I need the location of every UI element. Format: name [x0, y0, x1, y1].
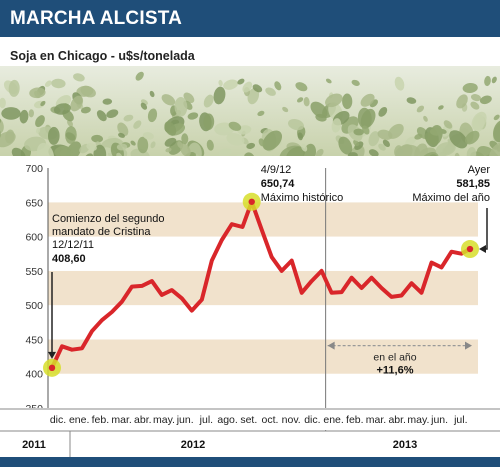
grid-band — [48, 305, 478, 340]
grid-band — [48, 270, 478, 306]
month-label: may. — [153, 414, 175, 426]
month-label: dic. — [50, 414, 66, 426]
annotation-text: mandato de Cristina — [52, 226, 151, 238]
annotation-arrow-line — [482, 208, 488, 250]
grid-band — [48, 236, 478, 271]
month-label: oct. — [262, 414, 279, 426]
annotation-text: Comienzo del segundo — [52, 213, 165, 225]
range-note-label: en el año — [373, 352, 416, 364]
annotation-note: Máximo histórico — [261, 192, 344, 204]
y-tick-label: 550 — [25, 266, 43, 278]
month-label: jul. — [199, 414, 213, 426]
year-label: 2011 — [22, 439, 46, 451]
annotation-value: 581,85 — [456, 178, 490, 190]
annotation-date: Ayer — [468, 164, 491, 176]
y-tick-label: 400 — [25, 369, 43, 381]
month-label: mar. — [111, 414, 131, 426]
month-label: set. — [240, 414, 257, 426]
annotation-date: 4/9/12 — [261, 164, 292, 176]
y-tick-label: 650 — [25, 197, 43, 209]
data-point — [248, 198, 255, 205]
month-label: may. — [407, 414, 429, 426]
data-point — [466, 245, 474, 253]
range-note-value: +11,6% — [376, 365, 413, 377]
annotation-arrowhead — [48, 351, 56, 359]
month-label: abr. — [388, 414, 406, 426]
month-label: ene. — [69, 414, 89, 426]
y-tick-label: 500 — [25, 300, 43, 312]
y-tick-label: 450 — [25, 334, 43, 346]
month-label: feb. — [346, 414, 364, 426]
month-label: abr. — [134, 414, 152, 426]
annotation-date: 12/12/11 — [52, 239, 94, 251]
soybean-field-photo — [0, 66, 500, 162]
month-label: ene. — [323, 414, 343, 426]
month-label: jun. — [430, 414, 448, 426]
grid-band — [48, 339, 478, 374]
month-label: nov. — [282, 414, 301, 426]
chart-title: MARCHA ALCISTA — [10, 8, 183, 29]
year-label: 2013 — [393, 439, 417, 451]
y-tick-label: 600 — [25, 232, 43, 244]
annotation-value: 650,74 — [261, 178, 296, 190]
annotation-arrowhead — [479, 245, 486, 254]
grid-band — [48, 373, 478, 408]
month-label: dic. — [304, 414, 320, 426]
year-strip — [0, 431, 500, 457]
month-label: jul. — [453, 414, 467, 426]
price-chart: 350400450500550600650700dic.ene.feb.mar.… — [0, 156, 500, 457]
annotation-note: Máximo del año — [412, 192, 490, 204]
header-bar: MARCHA ALCISTA — [0, 0, 500, 37]
month-label: mar. — [366, 414, 386, 426]
y-tick-label: 700 — [25, 163, 43, 175]
month-label: ago. — [217, 414, 237, 426]
data-point — [48, 364, 56, 372]
range-arrow-left — [327, 341, 335, 350]
grid-band — [48, 168, 478, 203]
month-label: feb. — [92, 414, 110, 426]
month-strip — [0, 408, 500, 430]
month-label: jun. — [176, 414, 194, 426]
footer-bar — [0, 457, 500, 467]
range-arrow-right — [465, 341, 472, 350]
annotation-value: 408,60 — [52, 253, 86, 265]
chart-top-strip — [0, 156, 500, 168]
series-line — [50, 199, 472, 370]
chart-subtitle: Soja en Chicago - u$s/tonelada — [10, 49, 195, 63]
year-label: 2012 — [181, 439, 205, 451]
